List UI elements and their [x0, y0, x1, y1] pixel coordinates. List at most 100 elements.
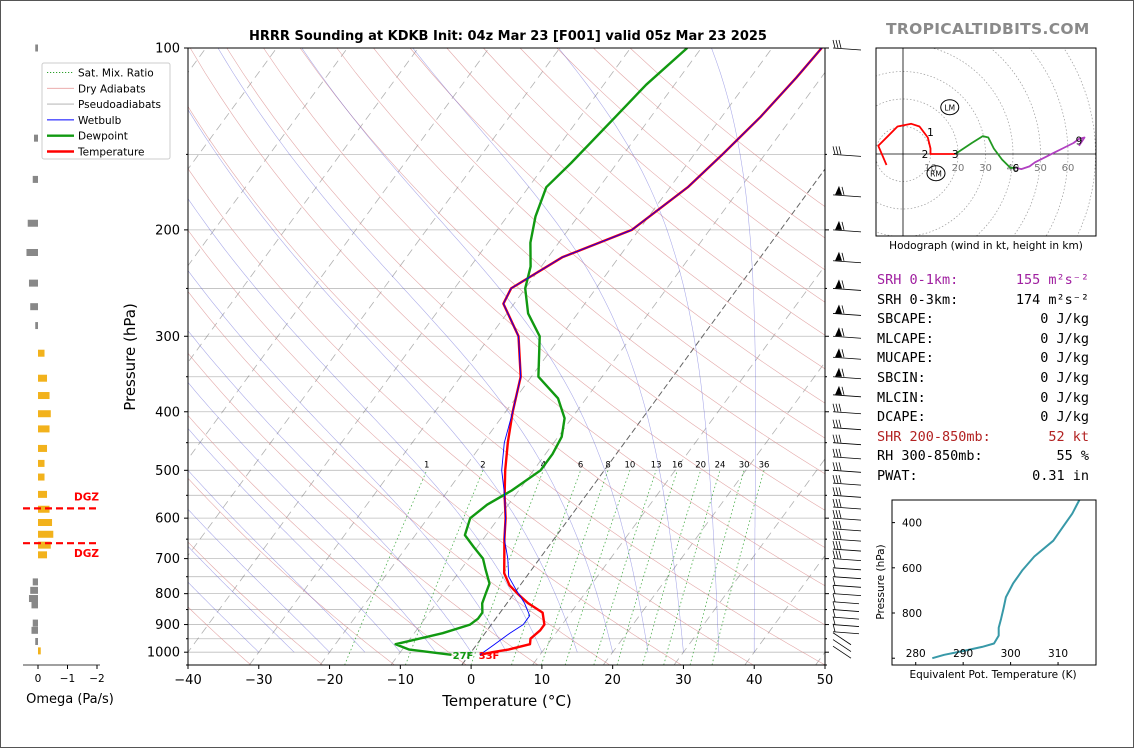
wind-barb-feather	[832, 550, 836, 559]
omega-axis: 0 −1 −2	[23, 664, 105, 685]
wind-barb	[832, 601, 860, 605]
wind-barb-feather	[832, 146, 836, 155]
wind-barb	[832, 229, 862, 233]
parameter-label: SBCAPE:	[877, 311, 934, 328]
wind-barb-feather	[841, 305, 845, 314]
isotherm-line	[188, 48, 561, 557]
omega-bar	[38, 490, 48, 498]
pseudoadiabat	[558, 48, 720, 653]
hodograph-height-label: 2	[922, 149, 929, 161]
wind-barb-feather	[832, 434, 836, 443]
wind-barb-flag	[835, 348, 842, 358]
profile-dewpoint	[394, 48, 689, 656]
hodograph-ring-label: 60	[1062, 163, 1075, 174]
wind-barb-feather	[838, 448, 842, 457]
omega-bar	[38, 505, 50, 513]
parameter-row: SBCAPE: 0 J/kg	[877, 311, 1089, 331]
mixing-ratio-label: 1	[424, 460, 429, 470]
hodograph-ring-label: 30	[979, 163, 992, 174]
wind-barb-feather	[841, 252, 845, 261]
dry-adiabat	[336, 48, 825, 475]
omega-bar	[32, 619, 38, 627]
mixing-ratio-label: 16	[672, 460, 683, 470]
wind-barb-feather	[838, 419, 842, 428]
mixing-ratio-label: 13	[651, 460, 662, 470]
omega-x-axis-label: Omega (Pa/s)	[26, 692, 114, 707]
theta-e-x-tick-label: 300	[1001, 648, 1021, 660]
wind-barb-flag	[835, 327, 842, 337]
mixing-ratio-label: 6	[578, 460, 583, 470]
wind-barb	[832, 558, 862, 562]
wind-barb	[832, 376, 862, 380]
y-tick-label: 300	[155, 330, 180, 345]
omega-bar	[32, 175, 38, 183]
theta-e-y-tick-label: 600	[902, 563, 922, 575]
omega-bar	[30, 303, 38, 311]
hodograph-height-label: 3	[952, 149, 959, 161]
skewt-y-axis-label: Pressure (hPa)	[121, 303, 139, 411]
omega-plot: DGZ DGZ 0 −1 −2 Omega (Pa/s)	[23, 44, 114, 707]
omega-bar	[30, 586, 38, 594]
wind-barb	[832, 548, 862, 552]
hodograph-ring-label: 20	[952, 163, 965, 174]
storm-motion-marker	[940, 99, 960, 116]
omega-bar	[38, 541, 51, 549]
wind-barb-feather	[838, 462, 842, 471]
storm-motion-label: RM	[930, 169, 942, 178]
parameter-row: RH 300-850mb: 55 %	[877, 448, 1089, 468]
mixing-ratio-label: 2	[480, 460, 485, 470]
x-tick-label: −10	[387, 673, 414, 688]
x-tick-label: 0	[467, 673, 475, 688]
omega-bar	[32, 578, 38, 586]
wind-barb	[832, 584, 862, 588]
wind-barb-feather	[841, 368, 845, 377]
legend-label: Dry Adiabats	[78, 83, 146, 95]
wind-barb	[832, 394, 862, 398]
wind-barb-flag	[835, 251, 842, 261]
wind-barb-feather	[832, 520, 836, 529]
legend-label: Wetbulb	[78, 115, 122, 127]
mixing-ratio-label: 36	[759, 460, 770, 470]
pseudoadiabat	[188, 469, 366, 653]
mixing-ratio-label: 8	[605, 460, 610, 470]
parameter-value: 52 kt	[1048, 428, 1089, 445]
wind-barb	[832, 456, 862, 460]
omega-bar	[28, 595, 38, 603]
wind-barb-feather	[838, 550, 842, 559]
parameter-label: SHR 200-850mb:	[877, 428, 991, 445]
omega-bar	[38, 444, 48, 452]
wind-barb-feather	[841, 186, 845, 195]
isotherm-line	[532, 265, 825, 665]
mixing-ratio-line	[689, 470, 745, 665]
wind-barb	[832, 482, 862, 486]
wind-barb	[832, 517, 862, 521]
omega-bar	[28, 279, 38, 287]
pseudoadiabat	[188, 428, 401, 653]
wind-barb-feather	[841, 386, 845, 395]
wind-barb-feather	[832, 403, 836, 412]
parameter-label: SBCIN:	[877, 369, 926, 386]
theta-e-frame	[891, 499, 1097, 666]
theta-e-y-axis-label: Pressure (hPa)	[875, 544, 887, 619]
y-tick-label: 400	[155, 405, 180, 420]
parameter-label: PWAT:	[877, 467, 918, 484]
wind-barb-feather	[835, 475, 839, 484]
x-tick-label: −20	[316, 673, 343, 688]
theta-e-x-tick-label: 280	[906, 648, 926, 660]
wind-barb-feather	[838, 510, 842, 519]
parameter-row: SHR 200-850mb: 52 kt	[877, 429, 1089, 449]
omega-tick-label: 0	[35, 673, 42, 685]
hodograph-caption: Hodograph (wind in kt, height in km)	[889, 240, 1083, 252]
wind-barb-flag	[835, 220, 842, 230]
parameter-row: SRH 0-3km: 174 m²s⁻²	[877, 292, 1089, 312]
wind-barb-feather	[832, 616, 836, 625]
wind-barb-feather	[832, 39, 836, 49]
wind-barb	[832, 356, 862, 360]
hodograph-height-label: 9	[1076, 135, 1083, 147]
storm-motion-label: LM	[944, 103, 955, 112]
mixing-ratio-line	[642, 470, 702, 665]
theta-e-x-tick-label: 310	[1048, 648, 1068, 660]
parameter-row: PWAT: 0.31 in	[877, 468, 1089, 488]
omega-bar	[26, 248, 38, 256]
legend-label: Pseudoadiabats	[78, 99, 161, 111]
